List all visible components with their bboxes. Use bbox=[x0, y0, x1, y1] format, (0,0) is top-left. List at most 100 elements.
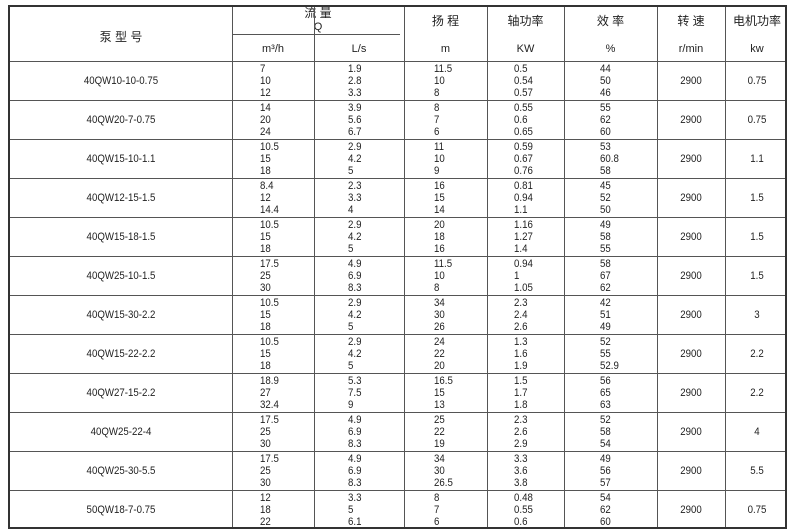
flow-m3h: 12 bbox=[260, 86, 271, 99]
efficiency-pct: 50 bbox=[600, 74, 611, 87]
column-divider bbox=[404, 7, 405, 527]
shaft-power-kw: 2.6 bbox=[514, 320, 528, 333]
motor-power-kw: 2.2 bbox=[750, 387, 764, 399]
motor-power-kw: 1.1 bbox=[750, 153, 764, 165]
efficiency-pct: 60.8 bbox=[600, 152, 619, 165]
flow-m3h: 18 bbox=[260, 242, 271, 255]
flow-m3h: 15 bbox=[260, 152, 271, 165]
efficiency-pct: 54 bbox=[600, 491, 611, 504]
head-m: 11.5 bbox=[434, 62, 453, 75]
row-divider bbox=[10, 490, 785, 491]
column-divider bbox=[564, 7, 565, 527]
head-m: 16 bbox=[434, 242, 445, 255]
speed-rpm: 2900 bbox=[680, 504, 702, 516]
flow-ls: 2.9 bbox=[348, 335, 362, 348]
head-m: 30 bbox=[434, 464, 445, 477]
motor-power-kw: 0.75 bbox=[747, 114, 767, 126]
head-m: 14 bbox=[434, 203, 445, 216]
efficiency-pct: 56 bbox=[600, 464, 611, 477]
flow-ls: 4.9 bbox=[348, 257, 362, 270]
speed-rpm: 2900 bbox=[680, 114, 702, 126]
shaft-power-kw: 2.9 bbox=[514, 437, 528, 450]
head-m: 30 bbox=[434, 308, 445, 321]
speed-rpm: 2900 bbox=[680, 465, 702, 477]
pump-model: 40QW15-10-1.1 bbox=[86, 153, 156, 165]
efficiency-pct: 58 bbox=[600, 425, 611, 438]
header-model: 泵 型 号 bbox=[99, 30, 143, 44]
efficiency-pct: 53 bbox=[600, 140, 611, 153]
flow-m3h: 24 bbox=[260, 125, 271, 138]
flow-m3h: 30 bbox=[260, 476, 271, 489]
flow-m3h: 8.4 bbox=[260, 179, 274, 192]
head-m: 24 bbox=[434, 335, 445, 348]
head-m: 15 bbox=[434, 191, 445, 204]
row-divider bbox=[10, 451, 785, 452]
efficiency-pct: 58 bbox=[600, 230, 611, 243]
speed-rpm: 2900 bbox=[680, 387, 702, 399]
column-divider bbox=[657, 7, 658, 527]
shaft-power-kw: 3.3 bbox=[514, 452, 528, 465]
flow-m3h: 12 bbox=[260, 491, 271, 504]
shaft-power-kw: 2.3 bbox=[514, 296, 528, 309]
shaft-power-kw: 0.94 bbox=[514, 257, 533, 270]
flow-m3h: 10.5 bbox=[260, 335, 279, 348]
flow-m3h: 14 bbox=[260, 101, 271, 114]
efficiency-pct: 62 bbox=[600, 113, 611, 126]
row-divider bbox=[10, 334, 785, 335]
motor-power-kw: 0.75 bbox=[747, 75, 767, 87]
head-m: 10 bbox=[434, 74, 445, 87]
flow-ls: 6.7 bbox=[348, 125, 362, 138]
unit-head: m bbox=[440, 43, 451, 55]
row-divider bbox=[10, 373, 785, 374]
flow-ls: 1.9 bbox=[348, 62, 362, 75]
pump-spec-table: 泵 型 号 流 量 Q 扬 程 轴功率 效 率 转 速 电机功率 m³/h L/… bbox=[8, 5, 787, 529]
flow-m3h: 15 bbox=[260, 308, 271, 321]
flow-m3h: 17.5 bbox=[260, 452, 279, 465]
head-m: 8 bbox=[434, 86, 440, 99]
flow-ls: 3.3 bbox=[348, 86, 362, 99]
header-flow: 流 量 bbox=[304, 6, 332, 20]
head-m: 22 bbox=[434, 425, 445, 438]
head-m: 7 bbox=[434, 113, 440, 126]
row-divider bbox=[10, 100, 785, 101]
head-m: 18 bbox=[434, 230, 445, 243]
efficiency-pct: 54 bbox=[600, 437, 611, 450]
head-m: 16 bbox=[434, 179, 445, 192]
head-m: 20 bbox=[434, 218, 445, 231]
speed-rpm: 2900 bbox=[680, 192, 702, 204]
flow-m3h: 20 bbox=[260, 113, 271, 126]
efficiency-pct: 65 bbox=[600, 386, 611, 399]
shaft-power-kw: 0.55 bbox=[514, 101, 533, 114]
unit-speed: r/min bbox=[678, 43, 704, 55]
speed-rpm: 2900 bbox=[680, 309, 702, 321]
shaft-power-kw: 1.3 bbox=[514, 335, 528, 348]
flow-ls: 4 bbox=[348, 203, 354, 216]
flow-ls: 5 bbox=[348, 164, 354, 177]
shaft-power-kw: 3.8 bbox=[514, 476, 528, 489]
efficiency-pct: 58 bbox=[600, 257, 611, 270]
flow-m3h: 12 bbox=[260, 191, 271, 204]
shaft-power-kw: 0.94 bbox=[514, 191, 533, 204]
flow-m3h: 30 bbox=[260, 281, 271, 294]
shaft-power-kw: 0.76 bbox=[514, 164, 533, 177]
pump-model: 40QW15-30-2.2 bbox=[86, 309, 156, 321]
flow-ls: 3.3 bbox=[348, 191, 362, 204]
flow-m3h: 25 bbox=[260, 425, 271, 438]
shaft-power-kw: 1.05 bbox=[514, 281, 533, 294]
unit-flow-ls: L/s bbox=[351, 43, 367, 55]
head-m: 26.5 bbox=[434, 476, 453, 489]
efficiency-pct: 60 bbox=[600, 125, 611, 138]
header-flow-symbol: Q bbox=[313, 21, 323, 33]
unit-motor-power: kw bbox=[750, 43, 764, 55]
head-m: 10 bbox=[434, 269, 445, 282]
efficiency-pct: 62 bbox=[600, 503, 611, 516]
pump-model: 40QW25-22-4 bbox=[90, 426, 152, 438]
flow-ls: 6.9 bbox=[348, 425, 362, 438]
flow-m3h: 18 bbox=[260, 503, 271, 516]
flow-m3h: 25 bbox=[260, 464, 271, 477]
head-m: 15 bbox=[434, 386, 445, 399]
pump-model: 40QW15-22-2.2 bbox=[86, 348, 156, 360]
efficiency-pct: 52.9 bbox=[600, 359, 619, 372]
shaft-power-kw: 1.5 bbox=[514, 374, 528, 387]
shaft-power-kw: 0.5 bbox=[514, 62, 528, 75]
